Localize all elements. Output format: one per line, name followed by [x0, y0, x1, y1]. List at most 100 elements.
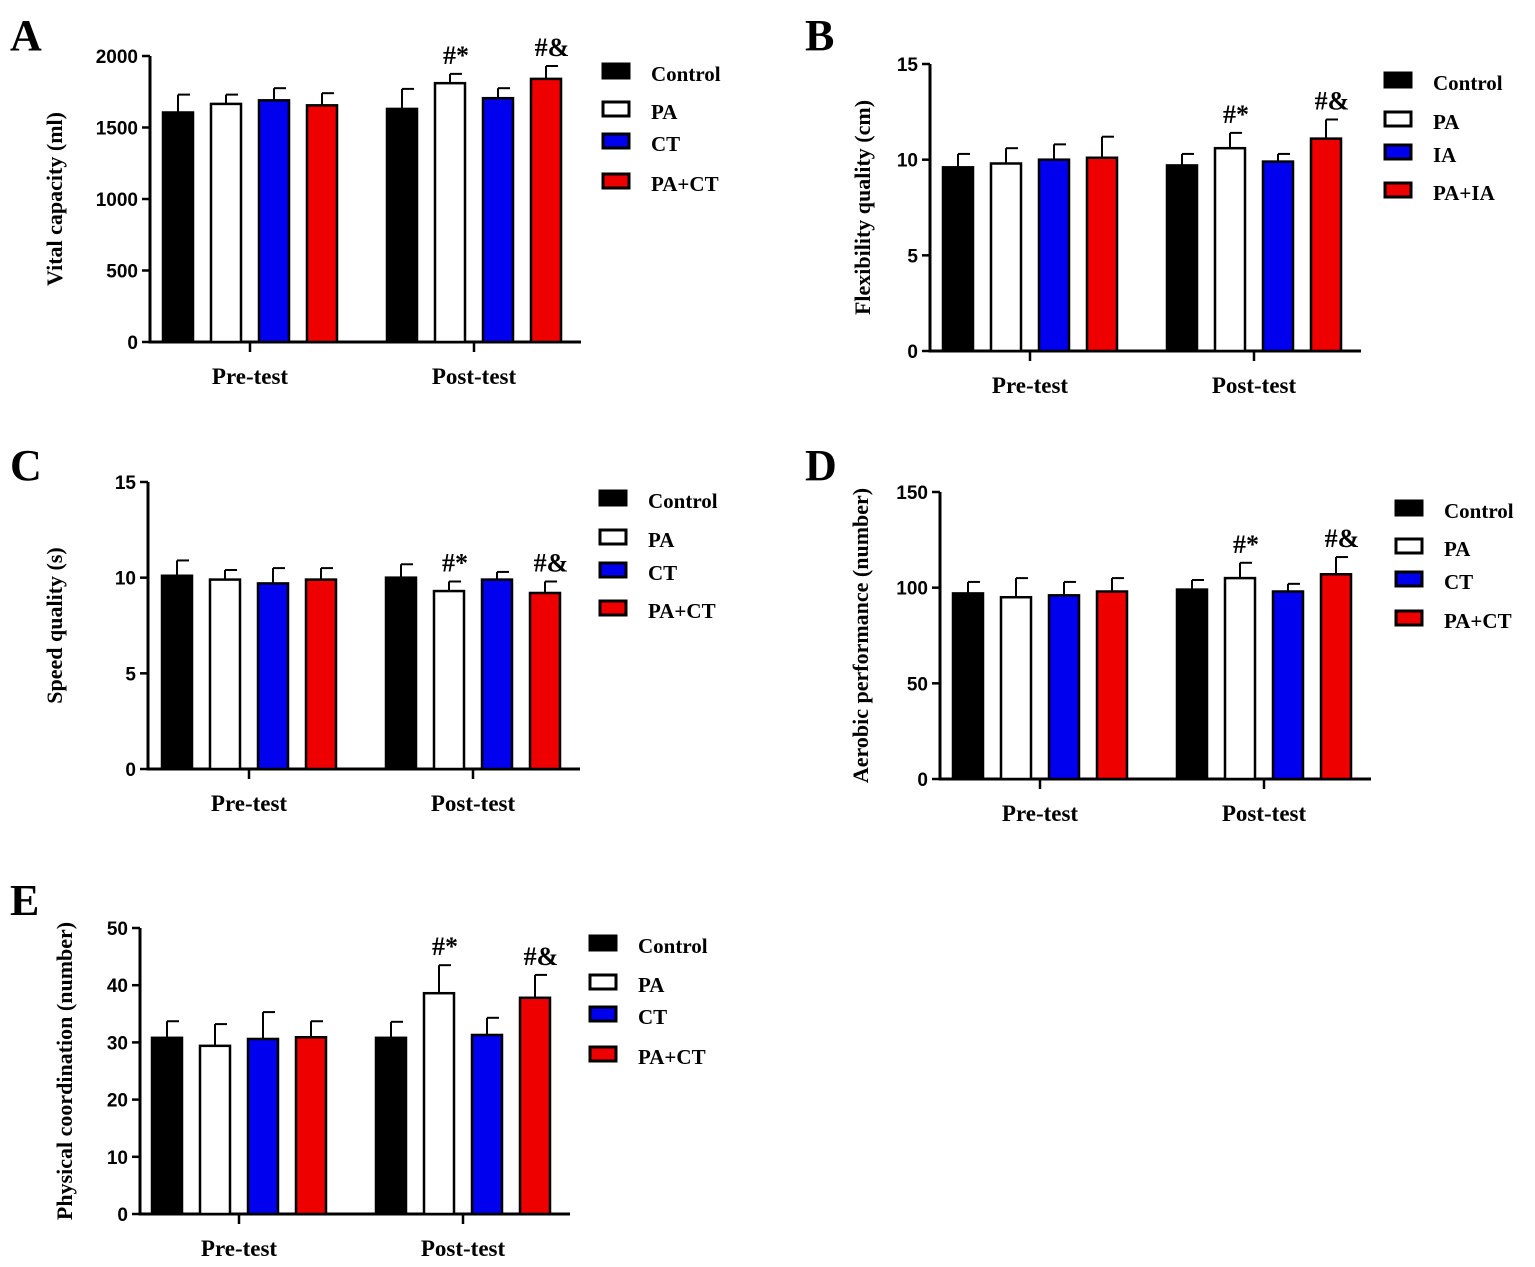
bar-pa — [1223, 576, 1257, 781]
y-tick-label: 2000 — [96, 47, 138, 68]
bar-pa — [1213, 146, 1247, 353]
legend-swatch — [1394, 609, 1424, 627]
x-tick-label: Pre-test — [211, 791, 288, 816]
bar-pa — [198, 1044, 232, 1216]
significance-annotation: #* — [1223, 100, 1249, 129]
bar-control — [161, 111, 195, 344]
legend-swatch — [598, 561, 628, 579]
y-tick-label: 50 — [107, 919, 128, 940]
significance-annotation: #* — [442, 548, 468, 577]
legend-label: Control — [1444, 499, 1514, 523]
y-tick-label: 150 — [896, 483, 928, 504]
legend-label: PA — [638, 973, 665, 997]
legend-swatch — [1383, 181, 1413, 199]
legend-swatch — [588, 934, 618, 952]
legend-label: Control — [651, 62, 721, 86]
chart-panel-c: C 0 5 10 15 Speed quality (s) Pre-test Post-tes… — [10, 441, 718, 816]
bar-pa — [433, 81, 467, 344]
legend-swatch — [1394, 537, 1424, 555]
legend-label: PA+CT — [648, 599, 716, 623]
chart-panel-e: E 0 10 20 30 40 50 Physical coordination (numbe… — [10, 876, 708, 1261]
bar-pa-ct — [529, 77, 563, 344]
x-tick-label: Post-test — [432, 364, 517, 389]
bar-control — [374, 1036, 408, 1216]
y-tick-label: 15 — [115, 473, 137, 494]
y-axis-label: Vital capacity (ml) — [42, 112, 67, 286]
y-axis-label: Speed quality (s) — [42, 547, 67, 703]
y-tick-label: 15 — [897, 55, 919, 76]
legend-label: PA — [1444, 537, 1471, 561]
x-tick-label: Post-test — [431, 791, 516, 816]
bar-pa-ia — [1309, 137, 1343, 353]
legend-label: CT — [651, 132, 680, 156]
significance-annotation: #* — [1233, 530, 1259, 559]
chart-panel-d: D 0 50 100 150 Aerobic performance (number) Pr… — [805, 441, 1514, 826]
bar-ct — [480, 578, 514, 771]
y-tick-label: 10 — [115, 569, 136, 590]
bar-pa-ct — [1095, 590, 1129, 781]
legend-swatch — [1383, 143, 1413, 161]
x-tick-label: Pre-test — [212, 364, 289, 389]
y-tick-label: 20 — [107, 1091, 128, 1112]
significance-annotation: #* — [443, 41, 469, 70]
legend-label: PA+IA — [1433, 181, 1496, 205]
bar-pa-ct — [294, 1036, 328, 1216]
legend-swatch — [1394, 570, 1424, 588]
bar-pa-ia — [1085, 156, 1119, 353]
legend-label: Control — [1433, 71, 1503, 95]
legend-label: PA — [648, 528, 675, 552]
y-axis-label: Flexibility quality (cm) — [850, 100, 875, 315]
legend-label: PA+CT — [1444, 609, 1512, 633]
bar-pa — [432, 589, 466, 771]
legend-label: CT — [1444, 570, 1473, 594]
legend-swatch — [601, 172, 631, 190]
x-tick-label: Post-test — [1222, 801, 1307, 826]
x-tick-label: Post-test — [1212, 373, 1297, 398]
legend-swatch — [1383, 110, 1413, 128]
y-tick-label: 50 — [907, 674, 928, 695]
y-tick-label: 0 — [127, 333, 138, 354]
legend-swatch — [588, 1045, 618, 1063]
significance-annotation: #& — [535, 33, 570, 62]
bar-pa — [209, 102, 243, 344]
y-tick-label: 10 — [107, 1148, 128, 1169]
legend-swatch — [588, 973, 618, 991]
significance-annotation: #& — [1315, 86, 1350, 115]
x-tick-label: Pre-test — [1002, 801, 1079, 826]
legend-label: IA — [1433, 143, 1457, 167]
y-tick-label: 1000 — [96, 190, 138, 211]
significance-annotation: #& — [534, 548, 569, 577]
y-tick-label: 5 — [125, 664, 136, 685]
bar-control — [1165, 164, 1199, 353]
y-tick-label: 0 — [907, 342, 918, 363]
y-tick-label: 10 — [897, 151, 918, 172]
bar-ia — [1261, 160, 1295, 353]
legend-swatch — [598, 599, 628, 617]
y-axis-label: Aerobic performance (number) — [848, 488, 873, 783]
bar-ct — [1047, 594, 1081, 781]
bar-pa-ct — [304, 578, 338, 771]
y-tick-label: 100 — [896, 579, 928, 600]
bar-ia — [1037, 158, 1071, 353]
bar-pa — [999, 595, 1033, 781]
y-tick-label: 1500 — [96, 119, 138, 140]
legend-label: CT — [638, 1005, 667, 1029]
legend-label: PA+CT — [638, 1045, 706, 1069]
bar-control — [384, 576, 418, 771]
bar-control — [160, 574, 194, 771]
legend-swatch — [601, 62, 631, 80]
significance-annotation: #& — [1325, 524, 1360, 553]
panel-letter: C — [10, 441, 42, 490]
x-tick-label: Post-test — [421, 1236, 506, 1261]
bar-ct — [481, 96, 515, 344]
bar-control — [951, 592, 985, 781]
bar-control — [1175, 588, 1209, 781]
panel-letter: A — [10, 11, 42, 60]
y-axis-label: Physical coordination (number) — [52, 922, 77, 1220]
bar-pa-ct — [518, 996, 552, 1216]
bar-pa-ct — [305, 104, 339, 344]
y-tick-label: 30 — [107, 1033, 128, 1054]
panel-letter: D — [805, 441, 837, 490]
bar-pa-ct — [1319, 573, 1353, 781]
